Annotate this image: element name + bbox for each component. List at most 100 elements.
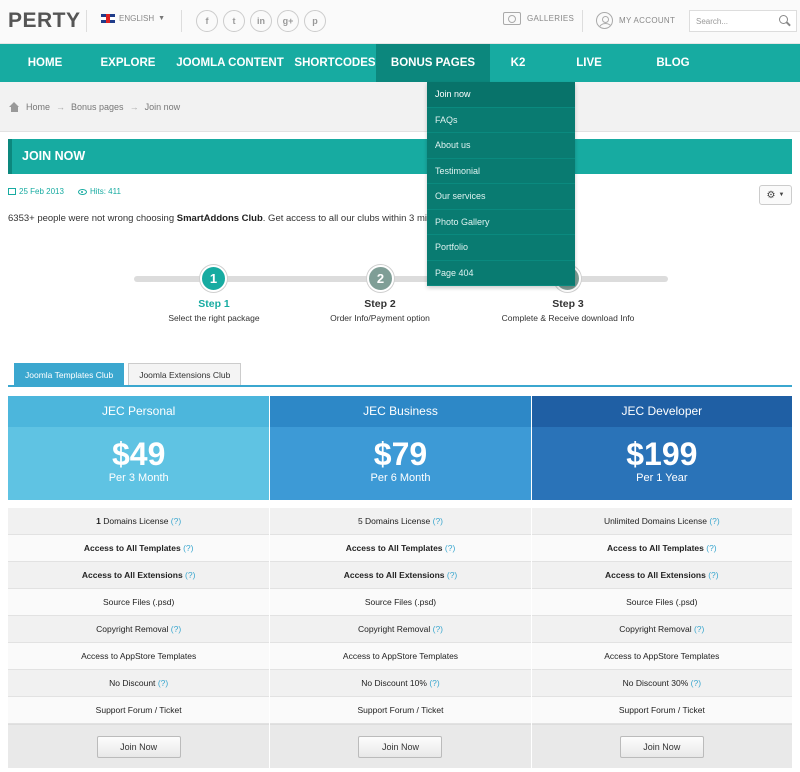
feature-row: Access to AppStore Templates — [531, 643, 792, 670]
feature-text: No Discount 10% — [361, 678, 427, 688]
feature-row: No Discount 30% (?) — [531, 670, 792, 697]
search-input[interactable] — [689, 10, 797, 32]
help-icon[interactable]: (?) — [432, 516, 444, 526]
feature-count: 1 — [96, 516, 101, 526]
twitter-icon[interactable]: t — [223, 10, 245, 32]
plan-footer: Join Now — [270, 724, 531, 768]
breadcrumb-section[interactable]: Bonus pages — [71, 101, 124, 112]
dropdown-item-join-now[interactable]: Join now — [427, 82, 575, 108]
plan-footer: Join Now — [8, 724, 270, 768]
step-3-subtitle: Complete & Receive download Info — [501, 313, 635, 323]
dropdown-item-photo-gallery[interactable]: Photo Gallery — [427, 210, 575, 235]
feature-row: Copyright Removal (?) — [8, 616, 270, 643]
nav-item-home[interactable]: HOME — [27, 57, 63, 69]
help-icon[interactable]: (?) — [185, 570, 196, 580]
feature-text: Copyright Removal — [619, 624, 692, 634]
nav-item-live[interactable]: LIVE — [576, 57, 602, 69]
help-icon[interactable]: (?) — [446, 570, 458, 580]
linkedin-icon[interactable]: in — [250, 10, 272, 32]
feature-text: Copyright Removal — [357, 624, 431, 634]
feature-text: Source Files (.psd) — [102, 597, 175, 607]
help-icon[interactable]: (?) — [693, 624, 705, 634]
bonus-pages-dropdown: Join now FAQs About us Testimonial Our servi… — [427, 82, 575, 286]
club-tabs: Joomla Templates Club Joomla Extensions C… — [14, 363, 242, 385]
help-icon[interactable]: (?) — [157, 678, 169, 688]
join-now-button[interactable]: Join Now — [619, 735, 704, 758]
feature-list: 5 Domains License (?) Access to All Templ… — [270, 508, 531, 724]
step-1-title: Step 1 — [198, 298, 230, 310]
arrow-right-icon: → — [129, 101, 139, 112]
pinterest-icon[interactable]: p — [304, 10, 326, 32]
help-icon[interactable]: (?) — [708, 570, 719, 580]
tab-joomla-templates-club[interactable]: Joomla Templates Club — [14, 363, 125, 385]
plan-period: Per 3 Month — [108, 472, 169, 484]
feature-row: No Discount (?) — [8, 670, 270, 697]
site-logo[interactable]: PERTY — [8, 9, 81, 32]
help-icon[interactable]: (?) — [183, 543, 194, 553]
dropdown-item-our-services[interactable]: Our services — [427, 184, 575, 210]
dropdown-item-page-404[interactable]: Page 404 — [427, 261, 575, 286]
facebook-icon[interactable]: f — [196, 10, 218, 32]
feature-row: Support Forum / Ticket — [531, 697, 792, 724]
page-title: JOIN NOW — [8, 139, 792, 174]
plan-price: $79 — [373, 436, 428, 472]
search-icon[interactable] — [779, 15, 788, 24]
breadcrumb-home[interactable]: Home — [26, 101, 51, 112]
step-1-dot: 1 — [200, 265, 227, 292]
help-icon[interactable]: (?) — [690, 678, 702, 688]
feature-text: Source Files (.psd) — [626, 597, 698, 607]
dropdown-item-about-us[interactable]: About us — [427, 133, 575, 159]
camera-icon — [503, 12, 521, 25]
feature-text: Support Forum / Ticket — [618, 705, 705, 715]
help-icon[interactable]: (?) — [429, 678, 440, 688]
nav-item-shortcodes[interactable]: SHORTCODES — [294, 57, 376, 69]
tab-joomla-extensions-club[interactable]: Joomla Extensions Club — [128, 363, 242, 385]
spacer — [270, 500, 531, 508]
calendar-icon — [8, 188, 16, 196]
feature-text: Domains License — [100, 516, 169, 526]
nav-item-k2[interactable]: K2 — [510, 57, 526, 69]
feature-text: Copyright Removal — [96, 624, 169, 634]
plan-price: $199 — [626, 436, 698, 472]
nav-item-explore[interactable]: EXPLORE — [100, 57, 156, 69]
join-now-button[interactable]: Join Now — [358, 735, 443, 758]
tab-underline — [8, 385, 792, 387]
feature-text: Support Forum / Ticket — [95, 705, 182, 715]
feature-row: Unlimited Domains License (?) — [531, 508, 792, 535]
feature-text: Access to All Extensions — [343, 570, 445, 580]
galleries-link[interactable]: GALLERIES — [503, 12, 574, 25]
feature-row: No Discount 10% (?) — [270, 670, 531, 697]
spacer — [8, 500, 270, 508]
join-now-button[interactable]: Join Now — [96, 735, 181, 758]
help-icon[interactable]: (?) — [706, 543, 717, 553]
nav-item-blog[interactable]: BLOG — [656, 57, 690, 69]
help-icon[interactable]: (?) — [432, 624, 444, 634]
nav-item-bonus-pages[interactable]: BONUS PAGES — [376, 44, 490, 82]
feature-text: Access to All Templates — [607, 543, 704, 553]
home-icon[interactable] — [9, 101, 20, 112]
help-icon[interactable]: (?) — [444, 543, 456, 553]
feature-text: Access to All Extensions — [605, 570, 706, 580]
help-icon[interactable]: (?) — [170, 516, 182, 526]
intro-brand: SmartAddons Club — [176, 213, 263, 224]
divider — [181, 10, 182, 32]
plan-price-block: $199 Per 1 Year — [531, 427, 792, 500]
help-icon[interactable]: (?) — [709, 516, 720, 526]
help-icon[interactable]: (?) — [170, 624, 182, 634]
pricing-column: JEC Business $79 Per 6 Month 5 Domains Lice… — [269, 396, 531, 768]
language-selector[interactable]: ENGLISH ▼ — [101, 14, 165, 23]
article-tools-button[interactable]: ⚙ ▼ — [759, 185, 792, 205]
nav-item-joomla-content[interactable]: JOOMLA CONTENT — [176, 57, 284, 69]
step-2-subtitle: Order Info/Payment option — [330, 313, 430, 323]
main-nav: HOME EXPLORE JOOMLA CONTENT SHORTCODES BONUS… — [0, 44, 800, 82]
dropdown-item-faqs[interactable]: FAQs — [427, 108, 575, 133]
my-account-link[interactable]: MY ACCOUNT — [596, 12, 675, 29]
eye-icon — [77, 188, 87, 195]
plan-footer: Join Now — [531, 724, 792, 768]
googleplus-icon[interactable]: g+ — [277, 10, 299, 32]
dropdown-item-portfolio[interactable]: Portfolio — [427, 235, 575, 261]
dropdown-item-testimonial[interactable]: Testimonial — [427, 159, 575, 184]
gear-icon: ⚙ — [766, 189, 776, 201]
social-links: f t in g+ p — [196, 10, 326, 32]
hits-meta: Hits: 411 — [77, 187, 121, 196]
